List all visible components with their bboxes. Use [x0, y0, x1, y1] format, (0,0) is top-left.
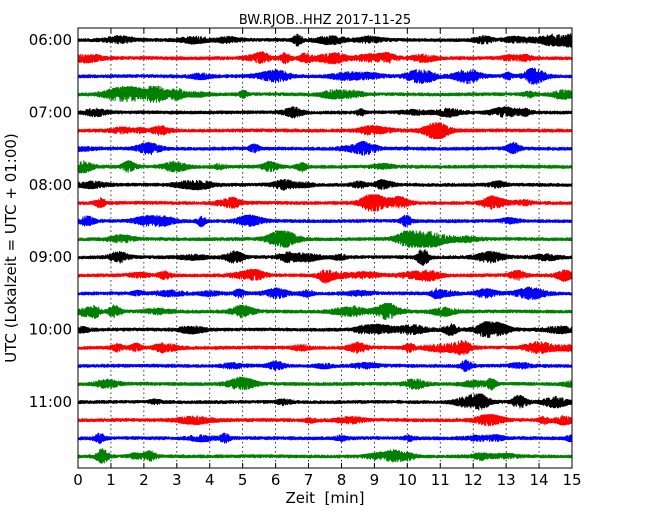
plot-frame	[77, 27, 573, 469]
y-axis-ticks: 06:00 07:00 08:00 09:00 10:00 11:00	[29, 31, 572, 411]
x-tick-label-8: 8	[337, 471, 347, 489]
chart-title: BW.RJOB..HHZ 2017-11-25	[239, 13, 411, 28]
trace-1100	[77, 393, 573, 411]
x-tick-label-6: 6	[271, 471, 281, 489]
trace-1145	[77, 448, 573, 464]
x-tick-label-12: 12	[464, 471, 483, 489]
y-tick-label-5: 11:00	[29, 393, 72, 411]
trace-0845	[77, 230, 573, 248]
x-axis-ticks: 0 1 2 3 4 5 6 7 8 9 10 11 12 13 14 15	[73, 28, 582, 489]
trace-0800	[77, 178, 573, 191]
x-tick-label-14: 14	[530, 471, 549, 489]
y-axis-label: UTC (Lokalzeit = UTC + 01:00)	[2, 133, 20, 363]
trace-0915	[77, 268, 573, 284]
x-tick-label-15: 15	[562, 471, 581, 489]
x-tick-label-3: 3	[172, 471, 182, 489]
x-tick-label-7: 7	[304, 471, 314, 489]
trace-0730	[77, 140, 573, 156]
trace-1030	[77, 359, 573, 372]
y-tick-label-3: 09:00	[29, 248, 72, 266]
trace-0930	[77, 286, 573, 301]
x-tick-label-13: 13	[497, 471, 516, 489]
trace-0630	[77, 67, 573, 85]
trace-1130	[77, 432, 573, 445]
trace-1115	[77, 413, 573, 427]
x-tick-label-2: 2	[139, 471, 149, 489]
x-tick-label-5: 5	[238, 471, 248, 489]
trace-0945	[77, 302, 573, 321]
x-tick-label-9: 9	[370, 471, 380, 489]
x-tick-label-1: 1	[106, 471, 116, 489]
y-tick-label-4: 10:00	[29, 321, 72, 339]
trace-0715	[77, 122, 573, 140]
y-tick-label-0: 06:00	[29, 31, 72, 49]
y-tick-label-1: 07:00	[29, 103, 72, 121]
x-axis-label: Zeit [min]	[285, 489, 364, 507]
trace-0700	[77, 106, 573, 119]
trace-0645	[77, 85, 573, 103]
trace-0900	[77, 249, 573, 266]
trace-1000	[77, 321, 573, 338]
trace-0815	[77, 194, 573, 212]
trace-0830	[77, 214, 573, 228]
seismic-traces	[77, 33, 573, 464]
x-tick-label-0: 0	[73, 471, 83, 489]
x-tick-label-10: 10	[398, 471, 417, 489]
trace-0615	[77, 51, 573, 65]
x-tick-label-11: 11	[431, 471, 450, 489]
trace-0600	[77, 33, 573, 48]
y-tick-label-2: 08:00	[29, 176, 72, 194]
trace-1045	[77, 376, 573, 391]
trace-1015	[77, 339, 573, 356]
x-tick-label-4: 4	[205, 471, 215, 489]
trace-0745	[77, 160, 573, 174]
